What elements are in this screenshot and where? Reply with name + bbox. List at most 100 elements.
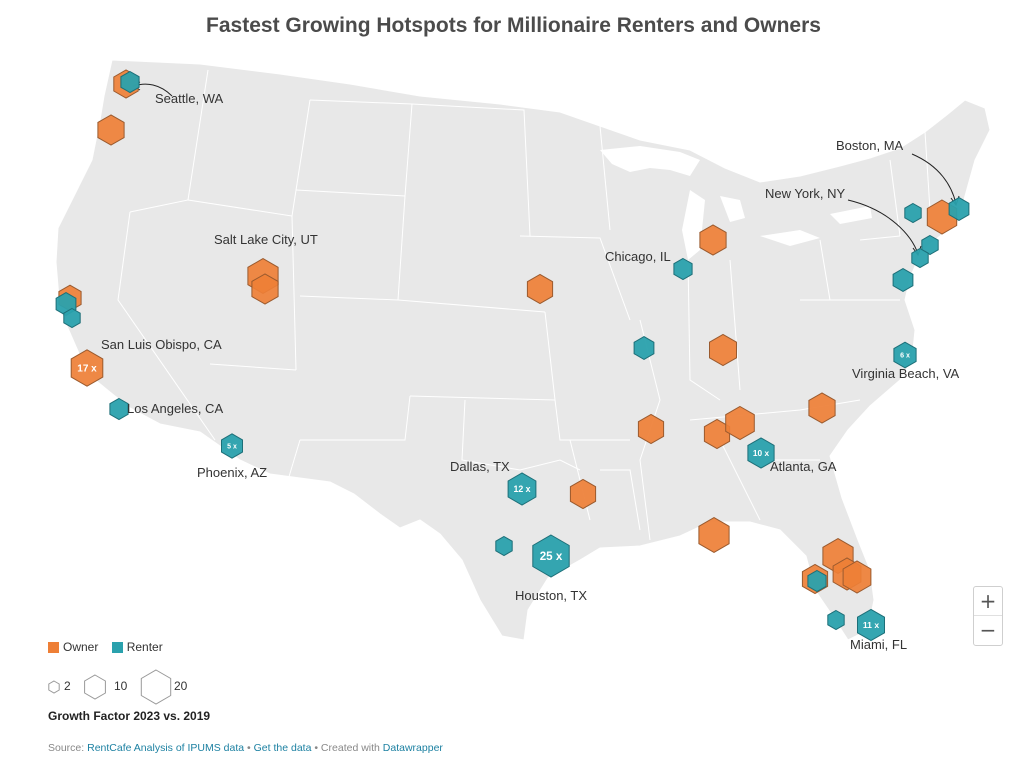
renter-hexagon[interactable] — [63, 307, 81, 329]
renter-hexagon[interactable] — [109, 397, 129, 421]
renter-hexagon[interactable] — [673, 257, 693, 281]
renter-hexagon[interactable] — [507, 472, 537, 506]
city-label: Houston, TX — [515, 588, 587, 603]
owner-hexagon[interactable] — [569, 478, 597, 510]
renter-hexagon[interactable] — [893, 341, 917, 369]
city-label: Phoenix, AZ — [197, 465, 267, 480]
great-lakes — [600, 146, 872, 260]
renter-marker[interactable]: 11 x — [857, 608, 885, 642]
renter-hexagon[interactable] — [921, 234, 939, 256]
source-line: Source: RentCafe Analysis of IPUMS data … — [48, 742, 443, 754]
owner-marker[interactable] — [569, 478, 597, 510]
size-hex-10 — [84, 674, 106, 700]
size-legend-title: Growth Factor 2023 vs. 2019 — [48, 709, 211, 723]
markers-layer: 17 x 5 x 12 x 25 x 10 x 11 x 6 x — [55, 69, 970, 642]
owner-marker[interactable] — [709, 333, 737, 367]
renter-marker[interactable]: 12 x — [507, 472, 537, 506]
city-label: Salt Lake City, UT — [214, 232, 318, 247]
owner-hexagon[interactable] — [97, 114, 125, 146]
owner-marker[interactable] — [97, 114, 125, 146]
renter-marker[interactable]: 6 x — [893, 341, 917, 369]
owner-hexagon[interactable] — [70, 349, 104, 387]
legend-owner: Owner — [48, 640, 98, 654]
renter-hexagon[interactable] — [120, 70, 140, 94]
city-label: Boston, MA — [836, 138, 904, 153]
marker-value-label: 25 x — [540, 550, 563, 563]
city-label: San Luis Obispo, CA — [101, 337, 222, 352]
zoom-out-button[interactable]: − — [974, 615, 1002, 644]
owner-marker[interactable] — [808, 392, 836, 424]
owner-marker[interactable] — [698, 517, 730, 553]
owner-hexagon[interactable] — [699, 224, 727, 256]
renter-marker[interactable]: 10 x — [747, 437, 775, 469]
renter-hexagon[interactable] — [633, 336, 655, 360]
owner-marker[interactable] — [251, 273, 279, 305]
legend-renter: Renter — [111, 640, 163, 654]
owner-marker[interactable] — [637, 413, 665, 445]
renter-hexagon[interactable] — [807, 569, 827, 593]
renter-marker[interactable] — [921, 234, 939, 256]
owner-hexagon[interactable] — [725, 405, 755, 441]
renter-hexagon[interactable] — [221, 433, 243, 459]
renter-marker[interactable]: 25 x — [532, 534, 570, 578]
owner-marker[interactable] — [725, 405, 755, 441]
city-label: Los Angeles, CA — [127, 401, 223, 416]
marker-value-label: 11 x — [863, 620, 879, 630]
owner-hexagon[interactable] — [698, 517, 730, 553]
legend-owner-label: Owner — [63, 640, 99, 654]
owner-hexagon[interactable] — [251, 273, 279, 305]
owner-marker[interactable] — [842, 560, 872, 594]
owner-hexagon[interactable] — [842, 560, 872, 594]
owner-marker[interactable]: 17 x — [70, 349, 104, 387]
renter-hexagon[interactable] — [857, 608, 885, 642]
renter-hexagon[interactable] — [948, 197, 970, 221]
renter-hexagon[interactable] — [495, 535, 513, 557]
us-land — [55, 59, 991, 641]
owner-hexagon[interactable] — [709, 333, 737, 367]
owner-hexagon[interactable] — [808, 392, 836, 424]
renter-marker[interactable]: 5 x — [221, 433, 243, 459]
size-label-10: 10 — [114, 679, 128, 693]
renter-marker[interactable] — [673, 257, 693, 281]
size-hex-2 — [48, 680, 60, 694]
renter-hexagon[interactable] — [911, 247, 929, 269]
size-label-20: 20 — [174, 679, 188, 693]
marker-value-label: 17 x — [77, 364, 97, 375]
size-legend-2: 2 — [48, 679, 71, 694]
renter-hexagon[interactable] — [892, 268, 914, 292]
source-prefix: Source: — [48, 742, 88, 754]
get-data-link[interactable]: Get the data — [253, 742, 312, 754]
source-link-analysis[interactable]: RentCafe Analysis of IPUMS data — [87, 742, 245, 754]
renter-marker[interactable] — [807, 569, 827, 593]
owner-marker[interactable] — [699, 224, 727, 256]
renter-marker[interactable] — [911, 247, 929, 269]
renter-marker[interactable] — [63, 307, 81, 329]
color-legend: Owner Renter — [48, 640, 173, 656]
renter-marker[interactable] — [120, 70, 140, 94]
zoom-in-button[interactable]: + — [979, 589, 997, 613]
renter-hexagon[interactable] — [904, 202, 922, 224]
size-legend: 2 10 20 — [48, 669, 188, 705]
source-sep-1: • — [244, 742, 254, 754]
owner-marker[interactable] — [526, 273, 554, 305]
renter-hexagon[interactable] — [827, 609, 845, 631]
renter-marker[interactable] — [948, 197, 970, 221]
marker-value-label: 10 x — [753, 448, 770, 458]
renter-marker[interactable] — [827, 609, 845, 631]
boston-arrow — [911, 153, 957, 205]
renter-marker[interactable] — [633, 336, 655, 360]
datawrapper-link[interactable]: Datawrapper — [382, 742, 443, 754]
renter-marker[interactable] — [892, 268, 914, 292]
renter-marker[interactable] — [495, 535, 513, 557]
size-legend-10: 10 — [84, 674, 128, 700]
city-label: Atlanta, GA — [770, 459, 837, 474]
renter-hexagon[interactable] — [747, 437, 775, 469]
owner-hexagon[interactable] — [526, 273, 554, 305]
owner-hexagon[interactable] — [637, 413, 665, 445]
marker-value-label: 6 x — [900, 352, 910, 360]
city-label: Dallas, TX — [450, 459, 510, 474]
renter-marker[interactable] — [904, 202, 922, 224]
renter-hexagon[interactable] — [532, 534, 570, 578]
renter-marker[interactable] — [109, 397, 129, 421]
